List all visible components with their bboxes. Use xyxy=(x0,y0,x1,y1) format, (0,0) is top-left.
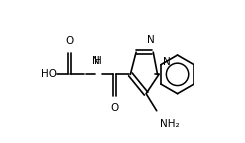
Text: H: H xyxy=(94,56,102,66)
Text: O: O xyxy=(65,36,74,46)
Text: HO: HO xyxy=(41,69,57,79)
Text: O: O xyxy=(110,103,119,113)
Text: N: N xyxy=(92,56,100,66)
Text: N: N xyxy=(163,57,171,67)
Text: NH₂: NH₂ xyxy=(160,119,180,129)
Text: N: N xyxy=(147,35,154,45)
